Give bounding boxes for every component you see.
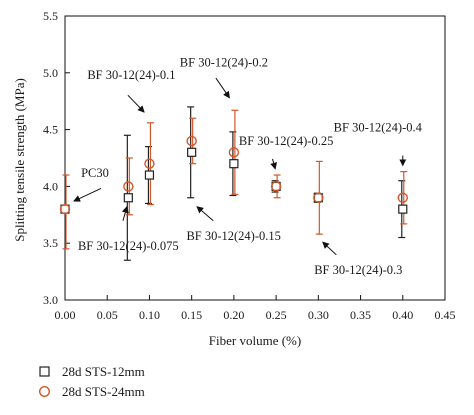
y-tick-label: 3.5 — [43, 236, 58, 250]
data-point-circle — [270, 181, 282, 192]
annotation-label: BF 30-12(24)-0.4 — [334, 121, 423, 135]
data-point-square — [229, 159, 239, 169]
annotation-arrow — [322, 241, 337, 256]
x-tick-label: 0.00 — [55, 308, 76, 322]
y-tick-label: 4.5 — [43, 123, 58, 137]
data-point-circle — [228, 147, 240, 158]
x-tick-label: 0.45 — [435, 308, 456, 322]
x-axis-label: Fiber volume (%) — [209, 333, 301, 348]
legend-label: 28d STS-12mm — [62, 364, 145, 379]
legend-label: 28d STS-24mm — [62, 384, 145, 399]
axes: 0.00 0.05 0.10 0.15 0.20 0.25 0.30 0.35 0.40 0.45… — [43, 9, 456, 322]
x-tick-label: 0.35 — [350, 308, 371, 322]
data-point-square — [123, 193, 133, 203]
annotations: PC30 BF 30-12(24)-0.075 BF 30-12(24)-0.1 BF… — [73, 55, 423, 277]
x-tick-label: 0.30 — [308, 308, 329, 322]
annotation-label: BF 30-12(24)-0.2 — [180, 55, 268, 69]
y-tick-label: 4.0 — [43, 179, 58, 193]
annotation-arrow — [270, 158, 277, 170]
data-markers — [59, 135, 408, 215]
x-tick-label: 0.15 — [181, 308, 202, 322]
y-axis-label: Splitting tensile strength (MPa) — [12, 78, 27, 242]
data-point-circle — [144, 158, 155, 169]
annotation-arrow — [73, 187, 102, 202]
data-point-circle — [123, 181, 134, 192]
annotation-label: BF 30-12(24)-0.25 — [239, 134, 333, 148]
annotation-arrow — [196, 206, 214, 222]
y-tick-label: 5.0 — [43, 66, 58, 80]
plot-frame — [64, 15, 446, 301]
data-point-circle — [186, 135, 197, 147]
data-point-circle — [397, 192, 408, 203]
legend-marker-square — [39, 366, 50, 377]
data-point-circle — [59, 203, 71, 215]
x-tick-label: 0.10 — [139, 308, 160, 322]
x-tick-label: 0.05 — [97, 308, 118, 322]
legend-marker-circle — [39, 386, 51, 398]
annotation-label: BF 30-12(24)-0.15 — [186, 229, 280, 243]
annotation-label: BF 30-12(24)-0.3 — [314, 263, 402, 277]
data-point-square — [187, 147, 197, 157]
legend: 28d STS-12mm 28d STS-24mm — [39, 364, 145, 399]
data-point-square — [144, 170, 155, 180]
data-point-square — [398, 204, 408, 214]
x-tick-label: 0.20 — [223, 308, 244, 322]
y-tick-label: 3.0 — [43, 293, 58, 307]
x-tick-label: 0.40 — [392, 308, 413, 322]
annotation-arrow — [215, 77, 230, 99]
annotation-label: PC30 — [81, 166, 109, 180]
annotation-label: BF 30-12(24)-0.1 — [87, 68, 175, 82]
annotation-arrow — [127, 94, 145, 113]
x-tick-label: 0.25 — [266, 308, 287, 322]
data-point-circle — [313, 192, 324, 203]
annotation-label: BF 30-12(24)-0.075 — [78, 239, 179, 253]
y-tick-label: 5.5 — [43, 9, 58, 23]
annotation-arrow — [121, 205, 129, 221]
